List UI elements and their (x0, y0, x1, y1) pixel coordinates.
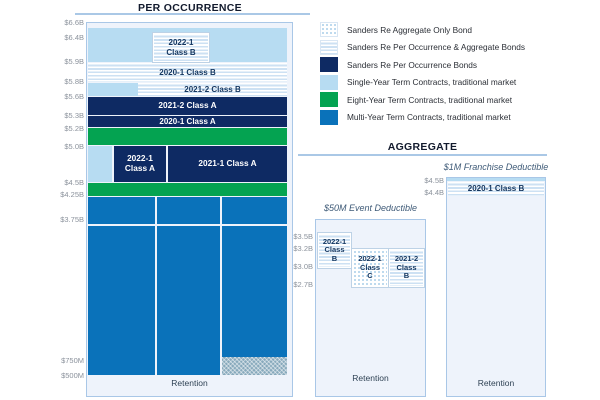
box-2022-1-class-a: 2022-1 Class A (114, 146, 166, 182)
band-eight-year-upper (88, 128, 287, 145)
multi-year-term-swatch-icon (320, 109, 338, 125)
legend-item-label: Sanders Re Per Occurrence Bonds (347, 59, 478, 70)
franchise-deductible-subtitle: $1M Franchise Deductible (443, 162, 549, 172)
column-divider (155, 197, 157, 375)
po-y-axis-label: $5.6B (64, 92, 84, 101)
franchise-retention-label: Retention (477, 378, 515, 388)
po-y-axis-label: $5.2B (64, 124, 84, 133)
po-y-axis-label: $4.5B (64, 178, 84, 187)
per-occurrence-title-underline (75, 13, 310, 15)
column-divider (220, 197, 222, 375)
legend-item-label: Single-Year Term Contracts, traditional … (347, 77, 517, 88)
band-single-year-sliver (88, 146, 112, 182)
eight-year-term-swatch-icon (320, 92, 338, 108)
legend-item: Sanders Re Aggregate Only Bond (320, 22, 525, 37)
event-y-axis-label: $3.2B (293, 244, 313, 253)
franchise-deductible-tower: 2020-1 Class B Retention (446, 177, 546, 397)
franchise-y-axis-label: $4.5B (424, 176, 444, 185)
band-2020-1-class-a: 2020-1 Class A (88, 116, 287, 127)
legend-item-label: Sanders Re Aggregate Only Bond (347, 24, 472, 35)
band-single-year-left-segment (88, 83, 138, 96)
legend-item: Sanders Re Per Occurrence & Aggregate Bo… (320, 39, 526, 55)
po-y-axis-label: $500M (61, 371, 84, 380)
per-occurrence-aggregate-bonds-swatch-icon (320, 39, 338, 55)
event-box-2022-1-class-c: 2022-1 Class C (352, 249, 388, 287)
legend-item: Sanders Re Per Occurrence Bonds (320, 57, 525, 73)
event-deductible-tower: 2022-1 Class B 2022-1 Class C 2021-2 Cla… (315, 219, 426, 397)
legend-item: Single-Year Term Contracts, traditional … (320, 74, 525, 90)
band-2020-1-class-b: 2020-1 Class B (88, 63, 287, 82)
aggregate-only-bond-swatch-icon (320, 22, 338, 37)
po-y-axis-label: $6.4B (64, 33, 84, 42)
po-y-axis-label: $3.75B (60, 215, 84, 224)
aggregate-title-underline (298, 154, 547, 156)
box-2021-1-class-a: 2021-1 Class A (168, 146, 287, 182)
single-year-term-swatch-icon (320, 74, 338, 90)
legend-item-label: Eight-Year Term Contracts, traditional m… (347, 94, 513, 105)
po-y-axis-label: $5.3B (64, 111, 84, 120)
legend-item-label: Sanders Re Per Occurrence & Aggregate Bo… (347, 42, 526, 53)
franchise-box-2020-1-class-b: 2020-1 Class B (448, 182, 544, 196)
event-retention-label: Retention (352, 373, 389, 383)
multi-year-region (88, 197, 287, 375)
per-occurrence-title: PER OCCURRENCE (138, 2, 242, 14)
po-y-axis-label: $6.6B (64, 18, 84, 27)
hatched-block (222, 357, 287, 375)
event-box-2021-2-class-b: 2021-2 Class B (389, 249, 424, 287)
aggregate-title: AGGREGATE (387, 141, 458, 153)
event-deductible-subtitle: $50M Event Deductible (323, 203, 418, 213)
legend-item: Eight-Year Term Contracts, traditional m… (320, 92, 525, 108)
band-2021-2-class-a: 2021-2 Class A (88, 97, 287, 115)
event-y-axis-label: $2.7B (293, 280, 313, 289)
per-occurrence-chart-frame: 2022-1 Class B 2020-1 Class B 2021-2 Cla… (86, 22, 293, 397)
franchise-y-axis-label: $4.4B (424, 188, 444, 197)
po-y-axis-label: $5.9B (64, 57, 84, 66)
band-2021-2-class-b: 2021-2 Class B (138, 83, 287, 96)
event-y-axis-label: $3.5B (293, 232, 313, 241)
event-box-2022-1-class-b: 2022-1 Class B (318, 233, 351, 268)
per-occurrence-bonds-swatch-icon (320, 57, 338, 73)
legend-item: Multi-Year Term Contracts, traditional m… (320, 109, 525, 125)
legend-item-label: Multi-Year Term Contracts, traditional m… (347, 112, 511, 123)
franchise-top-strip (447, 178, 545, 181)
po-y-axis-label: $5.8B (64, 77, 84, 86)
legend: Sanders Re Aggregate Only Bond Sanders R… (320, 22, 525, 128)
box-2022-1-class-b: 2022-1 Class B (153, 33, 209, 62)
po-y-axis-label: $750M (61, 356, 84, 365)
po-y-axis-label: $5.0B (64, 142, 84, 151)
event-y-axis-label: $3.0B (293, 262, 313, 271)
layer-divider-3-75b (88, 224, 287, 226)
band-eight-year-lower (88, 183, 287, 196)
po-y-axis-label: $4.25B (60, 190, 84, 199)
po-retention-label: Retention (171, 378, 208, 388)
